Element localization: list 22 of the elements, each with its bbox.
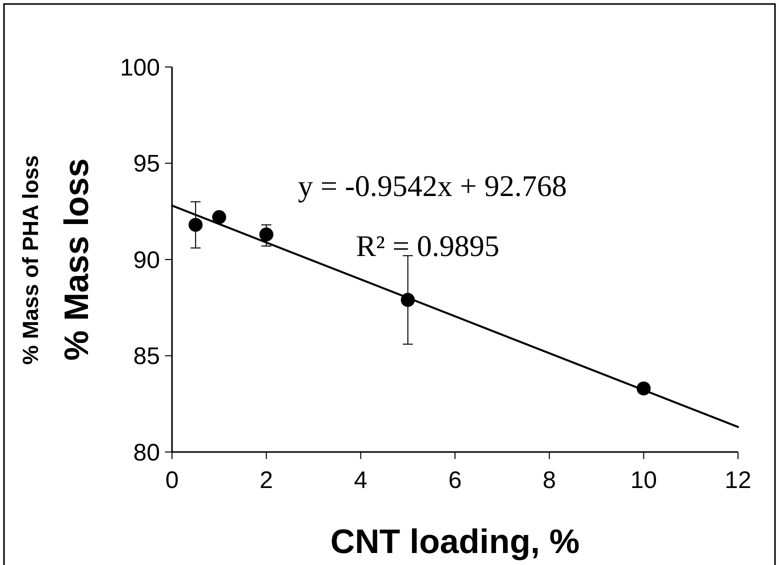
x-tick-label: 8 [542, 467, 556, 494]
x-tick-label: 4 [354, 467, 368, 494]
y-tick-label: 95 [133, 150, 160, 178]
point [636, 381, 651, 396]
point [259, 227, 274, 242]
y-tick-label: 85 [133, 343, 160, 370]
x-tick-label: 2 [260, 467, 274, 494]
point [212, 210, 226, 224]
x-axis-title: CNT loading, % [330, 523, 580, 561]
x-tick-label: 0 [165, 467, 179, 494]
text: % Mass of PHA loss [18, 155, 43, 365]
x-tick-label: 10 [630, 467, 658, 494]
annotation: y = -0.9542x + 92.768 [298, 170, 567, 203]
y-axis-title: % Mass loss [58, 158, 96, 361]
x-tick-label: 6 [448, 467, 462, 494]
x-tick-label: 12 [724, 467, 752, 494]
annotation: R² = 0.9895 [356, 230, 500, 263]
point [400, 292, 415, 307]
y-tick-label: 90 [133, 246, 160, 274]
point [188, 218, 203, 232]
y-tick-label: 100 [120, 54, 160, 82]
y-tick-label: 80 [133, 439, 160, 466]
